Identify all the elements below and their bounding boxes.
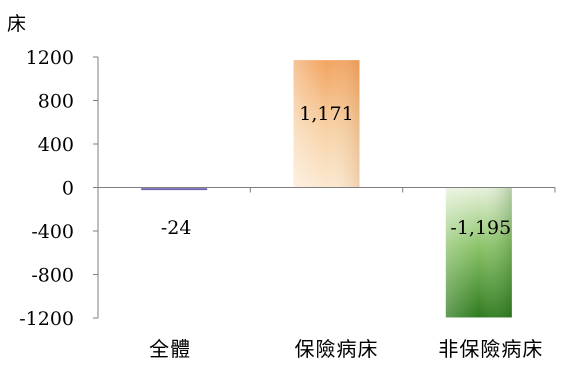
data-labels: -24 1,171 -1,195 xyxy=(161,103,511,239)
category-label-3: 非保險病床 xyxy=(438,337,543,361)
category-labels: 全體 保險病床 非保險病床 xyxy=(149,337,543,361)
bar-1 xyxy=(141,187,208,191)
bar-shade xyxy=(445,187,512,318)
y-axis: 1200 800 400 0 -400 -800 -1200 xyxy=(19,47,99,330)
y-tick-label: -800 xyxy=(31,265,74,287)
category-label-1: 全體 xyxy=(149,337,191,361)
category-label-2: 保險病床 xyxy=(295,337,379,361)
bar-shade xyxy=(293,60,360,188)
y-tick-label: -1200 xyxy=(19,308,74,330)
y-axis-unit-label: 床 xyxy=(7,13,26,35)
y-tick-label: 400 xyxy=(38,134,74,156)
data-label-1: -24 xyxy=(161,217,192,239)
bar-fill xyxy=(141,187,208,191)
y-tick-label: 0 xyxy=(62,178,74,200)
bar-2 xyxy=(293,60,360,188)
y-tick-label: 1200 xyxy=(26,47,74,69)
data-label-3: -1,195 xyxy=(450,217,511,239)
x-axis xyxy=(98,187,556,193)
bars xyxy=(141,60,512,318)
bar-3 xyxy=(445,187,512,318)
data-label-2: 1,171 xyxy=(299,103,353,125)
y-tick-label: -400 xyxy=(31,221,74,243)
y-tick-label: 800 xyxy=(38,91,74,113)
